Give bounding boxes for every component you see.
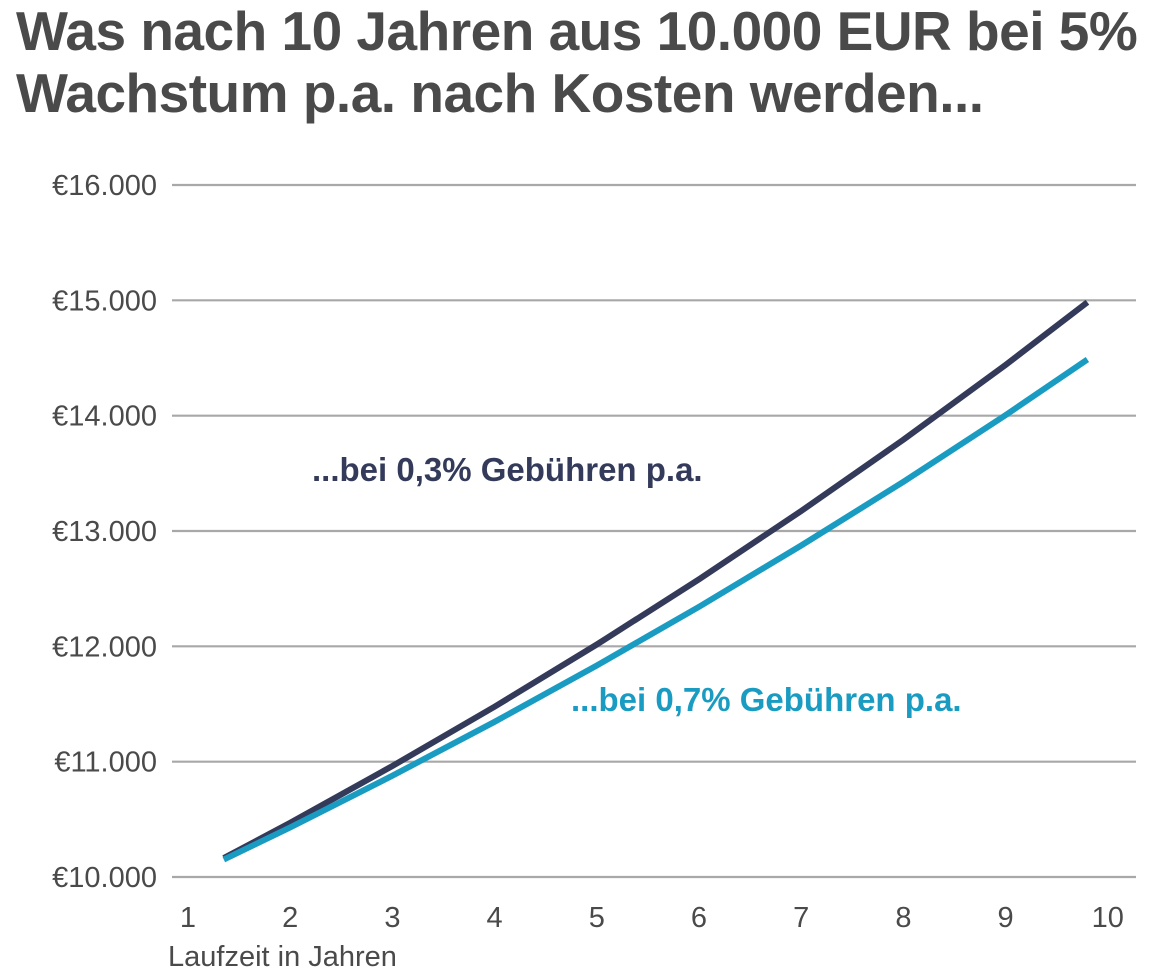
y-tick-label: €10.000 [52,862,157,894]
series-line-2 [222,357,1090,863]
y-tick-label: €16.000 [52,170,157,202]
x-tick-label: 3 [384,902,400,934]
x-tick-label: 10 [1092,902,1124,934]
y-axis-tick-labels: €10.000 €11.000 €12.000 €13.000 €14.000 €15.0… [52,170,157,894]
x-tick-label: 5 [589,902,605,934]
series-label-2: ...bei 0,7% Gebühren p.a. [571,681,962,718]
y-tick-label: €15.000 [52,285,157,317]
x-tick-label: 4 [487,902,503,934]
x-tick-label: 8 [895,902,911,934]
x-tick-label: 7 [793,902,809,934]
series-label-1: ...bei 0,3% Gebühren p.a. [312,451,703,488]
y-tick-label: €12.000 [52,631,157,663]
y-tick-label: €14.000 [52,401,157,433]
x-tick-label: 9 [998,902,1014,934]
series-lines [222,299,1090,863]
grid-lines [172,183,1136,879]
x-tick-label: 2 [282,902,298,934]
series-line-1 [222,299,1090,861]
x-tick-label: 1 [180,902,196,934]
x-tick-label: 6 [691,902,707,934]
y-tick-label: €11.000 [54,747,157,779]
x-axis-tick-labels: 1 2 3 4 5 6 7 8 9 10 [180,902,1124,934]
chart-title: Was nach 10 Jahren aus 10.000 EUR bei 5%… [16,0,1138,124]
y-tick-label: €13.000 [52,516,157,548]
x-axis-title: Laufzeit in Jahren [168,941,397,973]
series-labels: ...bei 0,3% Gebühren p.a. ...bei 0,7% Geb… [312,451,962,718]
